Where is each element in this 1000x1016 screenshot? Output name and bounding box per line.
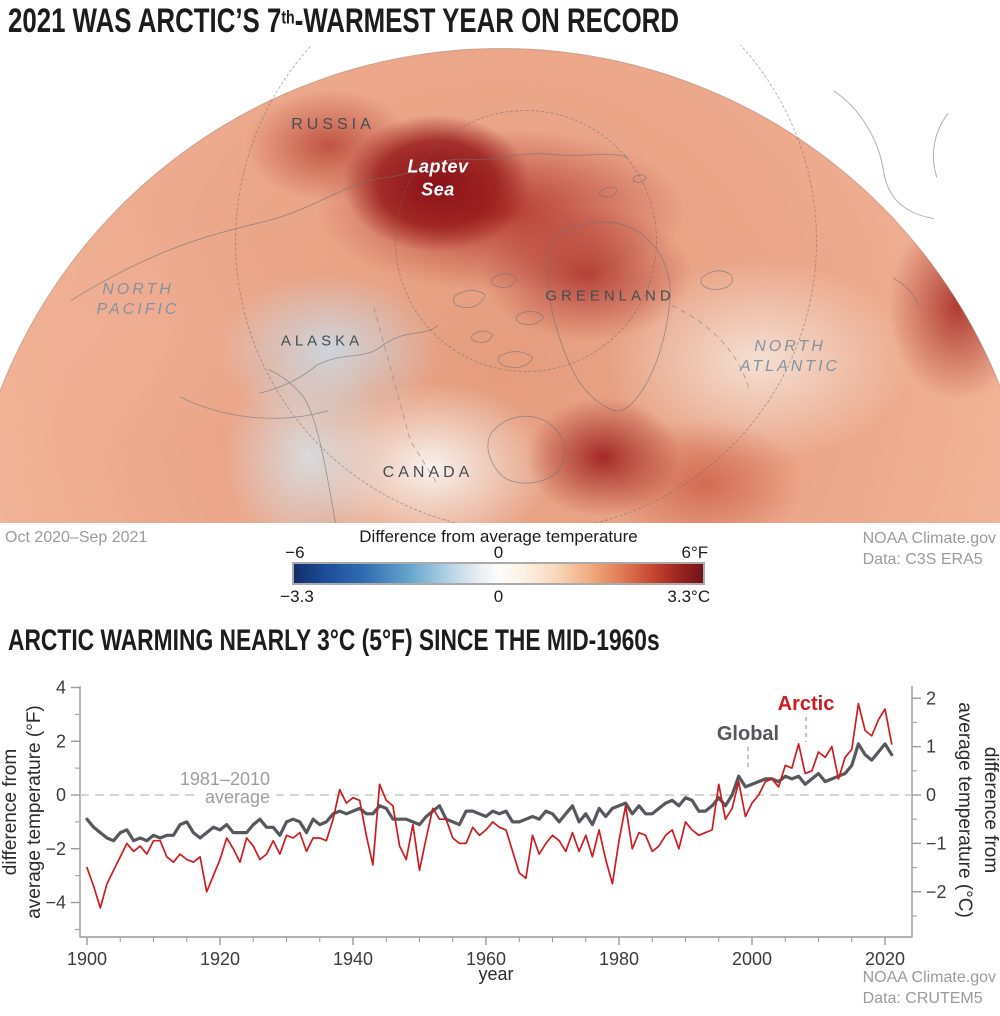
colorbar-title: Difference from average temperature (359, 527, 638, 546)
chart-credits: NOAA Climate.gov Data: CRUTEM5 (863, 968, 996, 1010)
svg-text:1981–2010: 1981–2010 (180, 769, 270, 789)
svg-text:1940: 1940 (333, 949, 373, 969)
label-russia: RUSSIA (291, 116, 375, 133)
chart-title: ARCTIC WARMING NEARLY 3°C (5°F) SINCE TH… (8, 624, 660, 657)
svg-text:difference from: difference from (980, 747, 1000, 873)
label-laptev-sea: Laptev Sea (407, 156, 469, 200)
map-period: Oct 2020–Sep 2021 (5, 529, 148, 546)
svg-text:−4: −4 (45, 893, 66, 913)
svg-text:−2: −2 (45, 839, 66, 859)
label-alaska: ALASKA (280, 332, 364, 350)
svg-text:0: 0 (56, 785, 66, 805)
label-north-atlantic: NORTH ATLANTIC (739, 338, 841, 375)
colorbar (292, 562, 705, 585)
svg-text:2: 2 (926, 688, 936, 708)
map-title-suffix: -WARMEST YEAR ON RECORD (294, 2, 679, 40)
map-title-superscript: th (281, 6, 295, 28)
map-credit-data: Data: C3S ERA5 (862, 550, 983, 568)
scale-c-max: 3.3°C (667, 587, 711, 606)
map-legend: Oct 2020–Sep 2021 NOAA Climate.gov Data:… (0, 523, 1000, 623)
scale-c-zero: 0 (493, 587, 504, 606)
scale-f-zero: 0 (493, 543, 504, 562)
svg-text:1900: 1900 (67, 949, 107, 969)
scale-c-min: −3.3 (280, 587, 314, 606)
svg-text:difference from: difference from (0, 749, 21, 875)
chart-credit-source: NOAA Climate.gov (862, 969, 996, 986)
label-north-pacific: NORTH PACIFIC (96, 281, 180, 318)
map-title: 2021 WAS ARCTIC’S 7th-WARMEST YEAR ON RE… (8, 2, 891, 41)
svg-text:average temperature (°C): average temperature (°C) (954, 702, 975, 918)
label-greenland: GREENLAND (545, 287, 675, 305)
scale-f-min: −6 (285, 543, 305, 562)
chart-credit-data: Data: CRUTEM5 (862, 989, 983, 1007)
svg-text:0: 0 (926, 785, 936, 805)
svg-text:2000: 2000 (732, 949, 772, 969)
svg-text:−1: −1 (926, 833, 947, 853)
scale-f-max: 6°F (681, 543, 709, 562)
svg-text:year: year (478, 964, 513, 984)
map-credits: NOAA Climate.gov Data: C3S ERA5 (863, 529, 996, 571)
svg-text:4: 4 (56, 678, 66, 698)
warming-timeseries-chart: 1900 1920 1940 1960 1980 2000 2020 4 2 0 −2 −4 2 1 0 −1… (0, 678, 1000, 985)
svg-text:Arctic: Arctic (778, 693, 835, 715)
svg-text:1980: 1980 (599, 949, 639, 969)
svg-text:1920: 1920 (200, 949, 240, 969)
svg-text:average temperature (°F): average temperature (°F) (24, 705, 45, 919)
svg-text:average: average (205, 787, 270, 807)
label-canada: CANADA (382, 464, 474, 481)
svg-text:Global: Global (717, 723, 779, 745)
arctic-anomaly-map: RUSSIA Laptev Sea GREENLAND ALASKA CANADA… (0, 45, 1000, 523)
map-credit-source: NOAA Climate.gov (862, 530, 996, 547)
svg-text:1: 1 (926, 737, 936, 757)
svg-text:−2: −2 (926, 882, 947, 902)
svg-text:2020: 2020 (865, 949, 905, 969)
coastlines (70, 90, 949, 523)
svg-text:1960: 1960 (466, 949, 506, 969)
svg-text:2: 2 (56, 731, 66, 751)
map-title-prefix: 2021 WAS ARCTIC’S 7 (8, 2, 282, 40)
